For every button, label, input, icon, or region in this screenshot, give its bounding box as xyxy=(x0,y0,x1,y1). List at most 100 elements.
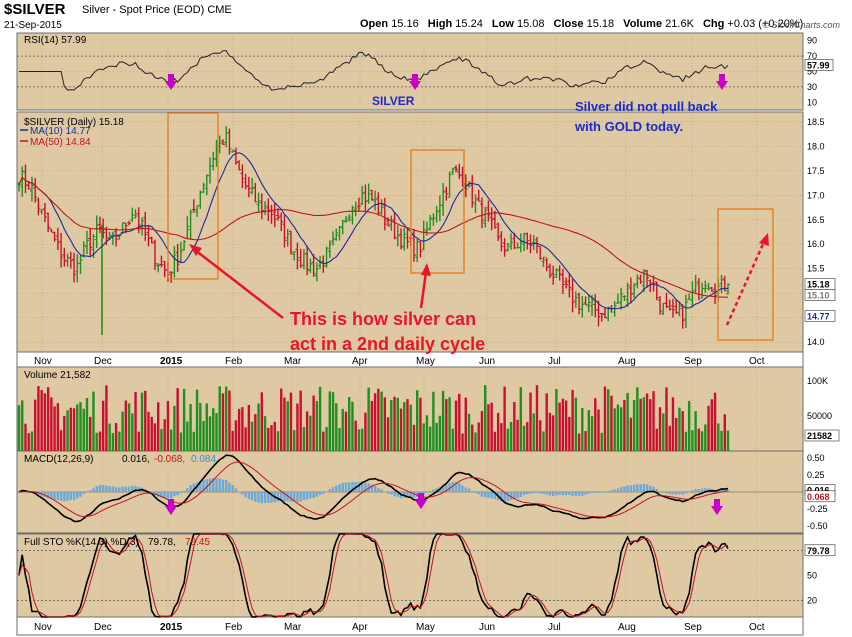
price-bar xyxy=(314,262,319,282)
macd-histogram-bar xyxy=(260,492,264,504)
price-bar xyxy=(272,203,277,228)
x-tick-label: Apr xyxy=(352,622,368,633)
macd-histogram-bar xyxy=(124,486,128,492)
price-bar xyxy=(483,206,488,228)
macd-histogram-bar xyxy=(425,492,429,493)
macd-histogram-bar xyxy=(377,488,380,492)
price-bar xyxy=(719,274,724,294)
macd-histogram-bar xyxy=(526,492,529,495)
macd-histogram-bar xyxy=(212,478,215,492)
volume-bar xyxy=(289,392,293,451)
volume-bar xyxy=(325,426,328,451)
volume-bar xyxy=(244,427,247,451)
volume-bar xyxy=(79,402,82,451)
volume-bar xyxy=(639,398,642,451)
macd-histogram-bar xyxy=(53,492,56,500)
macd-histogram-bar xyxy=(532,492,535,494)
volume-bar xyxy=(471,424,474,451)
macd-histogram-bar xyxy=(707,488,710,492)
macd-histogram-bar xyxy=(134,486,137,492)
macd-histogram-bar xyxy=(694,488,697,492)
price-tag-ma50: 15.10 xyxy=(807,290,830,300)
magenta-arrow-rsi-sep xyxy=(716,81,728,90)
macd-histogram-bar xyxy=(642,483,646,492)
volume-bar xyxy=(555,389,558,451)
volume-bar xyxy=(276,431,280,451)
red-arrow-may-head xyxy=(421,263,431,276)
macd-histogram-bar xyxy=(551,492,555,497)
x-tick-label: Oct xyxy=(749,622,765,633)
macd-histogram-value: 0.084 xyxy=(191,454,216,465)
macd-histogram-bar xyxy=(409,492,412,498)
macd-histogram-bar xyxy=(325,491,328,492)
macd-histogram-bar xyxy=(396,492,399,498)
price-bar xyxy=(149,236,154,244)
macd-histogram-bar xyxy=(539,492,542,494)
macd-histogram-bar xyxy=(127,486,131,492)
macd-histogram-bar xyxy=(678,492,681,494)
volume-bar xyxy=(370,401,374,451)
volume-bar xyxy=(46,387,50,451)
volume-bar xyxy=(422,423,425,451)
volume-bar xyxy=(118,431,121,451)
highlight-box-sep xyxy=(717,208,774,341)
volume-bar xyxy=(212,408,215,451)
volume-bar xyxy=(108,423,111,451)
volume-bar xyxy=(215,413,218,451)
volume-bar xyxy=(92,391,95,451)
volume-bar xyxy=(105,385,108,451)
macd-histogram-bar xyxy=(480,492,484,497)
macd-histogram-bar xyxy=(50,492,53,500)
macd-histogram-bar xyxy=(629,485,633,492)
macd-histogram-bar xyxy=(490,492,493,499)
macd-histogram-bar xyxy=(390,492,393,495)
macd-histogram-bar xyxy=(276,492,280,502)
rsi-tag: 57.99 xyxy=(807,60,830,70)
price-bar xyxy=(182,240,187,251)
macd-histogram-bar xyxy=(590,492,594,493)
volume-bar xyxy=(509,421,513,451)
price-bar xyxy=(253,182,258,203)
rsi-tag-box xyxy=(804,59,834,71)
macd-histogram-bar xyxy=(234,488,238,492)
price-tag-ma10-box xyxy=(804,310,836,322)
price-bar xyxy=(476,189,481,202)
price-bar xyxy=(392,212,397,240)
macd-histogram-bar xyxy=(723,489,726,492)
macd-histogram-bar xyxy=(542,492,545,494)
macd-histogram-bar xyxy=(186,488,189,492)
price-bar xyxy=(505,242,510,252)
price-bar xyxy=(658,296,663,315)
volume-bar xyxy=(474,432,477,451)
macd-histogram-bar xyxy=(555,492,558,496)
macd-histogram-bar xyxy=(163,492,166,499)
macd-histogram-bar xyxy=(292,492,296,502)
macd-histogram-bar xyxy=(649,485,652,492)
price-bar xyxy=(447,171,452,198)
macd-histogram-bar xyxy=(645,484,649,492)
volume-bar xyxy=(338,427,341,451)
note-red-line-2: act in a 2nd daily cycle xyxy=(290,334,485,354)
macd-histogram-bar xyxy=(607,491,610,492)
volume-bar xyxy=(186,421,189,451)
macd-tick-label: 0.25 xyxy=(807,470,825,480)
price-bar xyxy=(680,304,685,329)
macd-histogram-bar xyxy=(655,488,658,492)
volume-bar xyxy=(111,433,115,451)
macd-histogram-bar xyxy=(613,489,616,492)
price-bar xyxy=(369,189,374,201)
price-bar xyxy=(674,299,679,314)
volume-bar xyxy=(33,399,37,451)
volume-bar xyxy=(257,403,260,451)
volume-bar xyxy=(280,388,283,451)
volume-bar xyxy=(17,405,21,451)
note-red-line-1: This is how silver can xyxy=(290,309,476,329)
price-bar xyxy=(619,287,624,310)
volume-bar xyxy=(199,402,202,451)
highlight-box-may xyxy=(410,149,465,274)
macd-histogram-bar xyxy=(280,492,283,501)
macd-line xyxy=(18,454,729,523)
volume-bar xyxy=(195,389,199,451)
price-bar xyxy=(81,241,86,258)
volume-bar xyxy=(144,390,147,451)
